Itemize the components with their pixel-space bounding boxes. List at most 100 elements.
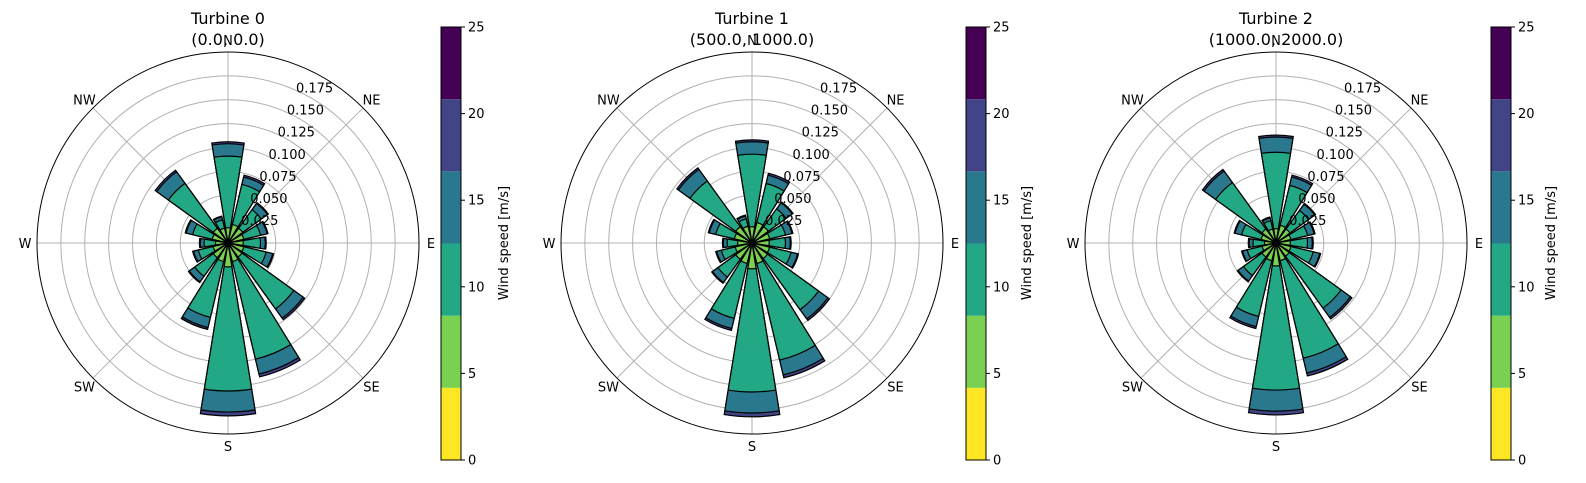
colorbar-segment xyxy=(966,387,986,460)
direction-label: W xyxy=(543,237,556,252)
colorbar-segment xyxy=(441,387,461,460)
windrose-bar xyxy=(225,239,229,244)
windrose-bar xyxy=(1275,242,1287,262)
direction-label: SE xyxy=(1411,381,1427,396)
direction-label: NW xyxy=(73,93,96,108)
direction-label: SW xyxy=(74,381,95,396)
windrose-bar xyxy=(734,225,753,244)
windrose-bar xyxy=(227,242,239,263)
windrose-bar xyxy=(1273,239,1277,244)
windrose-bar xyxy=(1275,242,1291,258)
colorbar-tick-label: 25 xyxy=(468,21,485,36)
radial-tick-label: 0.175 xyxy=(1344,82,1381,97)
colorbar-frame xyxy=(965,26,987,461)
colorbar-tick-label: 5 xyxy=(1518,367,1526,382)
radial-tick-label: 0.125 xyxy=(1326,126,1363,141)
windrose-bar xyxy=(167,182,229,244)
radial-tick-label: 0.100 xyxy=(793,148,830,163)
radial-tick-label: 0.100 xyxy=(269,148,306,163)
windrose-bar xyxy=(751,239,770,247)
colorbar: 0 5 10 15 20 25 Wind speed [m/s] xyxy=(1490,21,1559,469)
windrose-bar xyxy=(227,242,243,258)
colorbar-tick-label: 25 xyxy=(993,21,1010,36)
windrose-bar xyxy=(751,242,771,254)
windrose-bar xyxy=(1261,242,1277,258)
colorbar-segment xyxy=(1491,99,1511,172)
colorbar: 0 5 10 15 20 25 Wind speed [m/s] xyxy=(965,21,1035,469)
colorbar-tick-label: 15 xyxy=(993,194,1010,209)
colorbar-label: Wind speed [m/s] xyxy=(1544,186,1559,300)
windrose-bar xyxy=(751,242,817,361)
windrose-bar xyxy=(1265,242,1277,262)
colorbar-tick-label: 20 xyxy=(468,107,485,122)
chart-subtitle: (500.0, 1000.0) xyxy=(690,30,814,49)
colorbar: 0 5 10 15 20 25 Wind speed [m/s] xyxy=(440,21,512,469)
windrose-bar xyxy=(727,242,777,393)
windrose-bar xyxy=(1275,224,1287,244)
chart-title: Turbine 2 xyxy=(1238,9,1313,28)
colorbar-segment xyxy=(441,243,461,316)
colorbar-tick-label: 0 xyxy=(468,454,476,469)
radial-tick-label: 0.075 xyxy=(783,170,820,185)
colorbar-segment xyxy=(441,99,461,172)
windrose-bar xyxy=(1275,240,1291,246)
windrose-bar xyxy=(751,242,769,260)
radial-tick-label: 0.175 xyxy=(296,82,333,97)
windrose-bar xyxy=(227,223,239,244)
windrose-bar xyxy=(734,242,753,253)
polar-frame xyxy=(1084,51,1468,435)
radial-tick-label: 0.050 xyxy=(250,192,287,207)
windrose-bar xyxy=(227,242,292,360)
direction-label: NE xyxy=(1411,93,1429,108)
polar-plot: N NE E SE S SW W NW 0.025 0.050 0.075 0.100 0.125 0.1… xyxy=(19,34,436,455)
colorbar-segment xyxy=(1491,171,1511,244)
colorbar-segment xyxy=(966,27,986,100)
direction-label: E xyxy=(427,237,435,252)
colorbar-tick-label: 10 xyxy=(993,280,1010,295)
windrose-bar xyxy=(213,155,243,244)
radial-tick-label: 0.150 xyxy=(287,104,324,119)
colorbar-tick-label: 15 xyxy=(1518,194,1535,209)
colorbar-tick-label: 10 xyxy=(1518,280,1535,295)
windrose-bar xyxy=(227,227,244,244)
direction-label: N xyxy=(1271,34,1281,49)
windrose-panel-turbine-1: Turbine 1 (500.0, 1000.0) N NE E SE S SW W NW 0.… xyxy=(543,9,1035,469)
radial-tick-label: 0.025 xyxy=(765,214,802,229)
colorbar-tick-label: 10 xyxy=(468,280,485,295)
windrose-bar xyxy=(214,240,229,246)
colorbar-segment xyxy=(441,315,461,388)
windrose-bar xyxy=(212,227,229,244)
colorbar-segment xyxy=(441,27,461,100)
colorbar-segment xyxy=(966,171,986,244)
chart-title: Turbine 1 xyxy=(714,9,789,28)
windrose-bar xyxy=(219,227,229,244)
direction-label: S xyxy=(1272,440,1280,455)
windrose-bar xyxy=(1263,240,1277,246)
windrose-bar xyxy=(689,180,753,244)
colorbar-label: Wind speed [m/s] xyxy=(497,186,512,300)
colorbar-segment xyxy=(1491,27,1511,100)
radial-tick-label: 0.150 xyxy=(811,104,848,119)
radial-tick-label: 0.025 xyxy=(1289,214,1326,229)
windrose-bar xyxy=(227,233,245,244)
direction-label: N xyxy=(223,34,233,49)
windrose-bar xyxy=(1275,242,1340,359)
windrose-bar xyxy=(1273,228,1279,244)
windrose-bar xyxy=(1275,228,1291,244)
windrose-bar xyxy=(1275,234,1292,244)
colorbar-tick-label: 5 xyxy=(468,367,476,382)
windrose-bar xyxy=(1261,242,1277,252)
colorbar-frame xyxy=(1490,26,1512,461)
direction-label: NE xyxy=(363,93,381,108)
radial-tick-label: 0.075 xyxy=(259,170,296,185)
windrose-bar xyxy=(224,227,232,244)
colorbar-tick-label: 20 xyxy=(1518,107,1535,122)
radial-tick-label: 0.075 xyxy=(1307,170,1344,185)
windrose-bar xyxy=(223,242,233,268)
polar-frame xyxy=(560,51,944,435)
windrose-bar xyxy=(751,242,764,265)
direction-label: NW xyxy=(597,93,620,108)
polar-plot: N NE E SE S SW W NW 0.025 0.050 0.075 0.100 0.125 0.1… xyxy=(1067,34,1484,455)
colorbar-segment xyxy=(966,99,986,172)
colorbar-tick-label: 5 xyxy=(993,367,1001,382)
